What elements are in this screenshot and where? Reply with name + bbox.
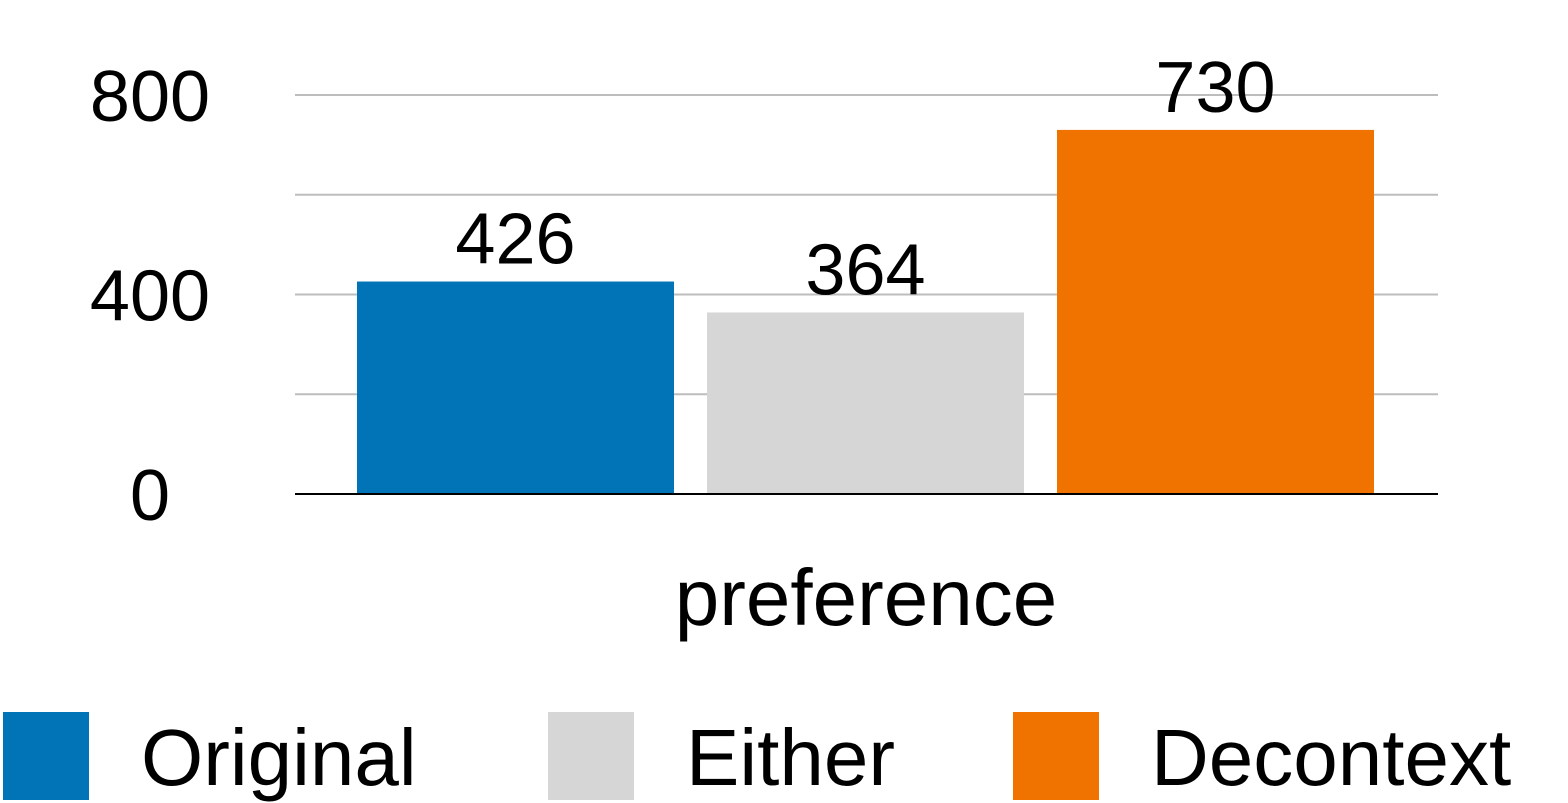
legend-swatch-either xyxy=(548,712,634,800)
data-label-original: 426 xyxy=(455,200,575,280)
x-axis-title: preference xyxy=(675,553,1057,642)
bars xyxy=(357,129,1374,494)
data-label-decontext: 730 xyxy=(1155,48,1275,128)
legend-label-decontext: Decontext xyxy=(1151,713,1511,802)
bar-original xyxy=(357,281,674,494)
bar-decontext xyxy=(1057,129,1374,494)
legend-swatch-decontext xyxy=(1013,712,1099,800)
y-tick-label: 400 xyxy=(90,257,210,337)
legend-label-either: Either xyxy=(686,713,895,802)
legend-swatch-original xyxy=(3,712,89,800)
y-tick-label: 0 xyxy=(130,456,170,536)
y-tick-label: 800 xyxy=(90,57,210,137)
data-label-either: 364 xyxy=(805,230,925,310)
bar-either xyxy=(707,312,1024,494)
legend-label-original: Original xyxy=(141,713,417,802)
data-labels: 426 364 730 xyxy=(455,48,1275,311)
legend: Original Either Decontext xyxy=(3,712,1511,802)
y-axis-ticks: 0 400 800 xyxy=(90,57,210,536)
